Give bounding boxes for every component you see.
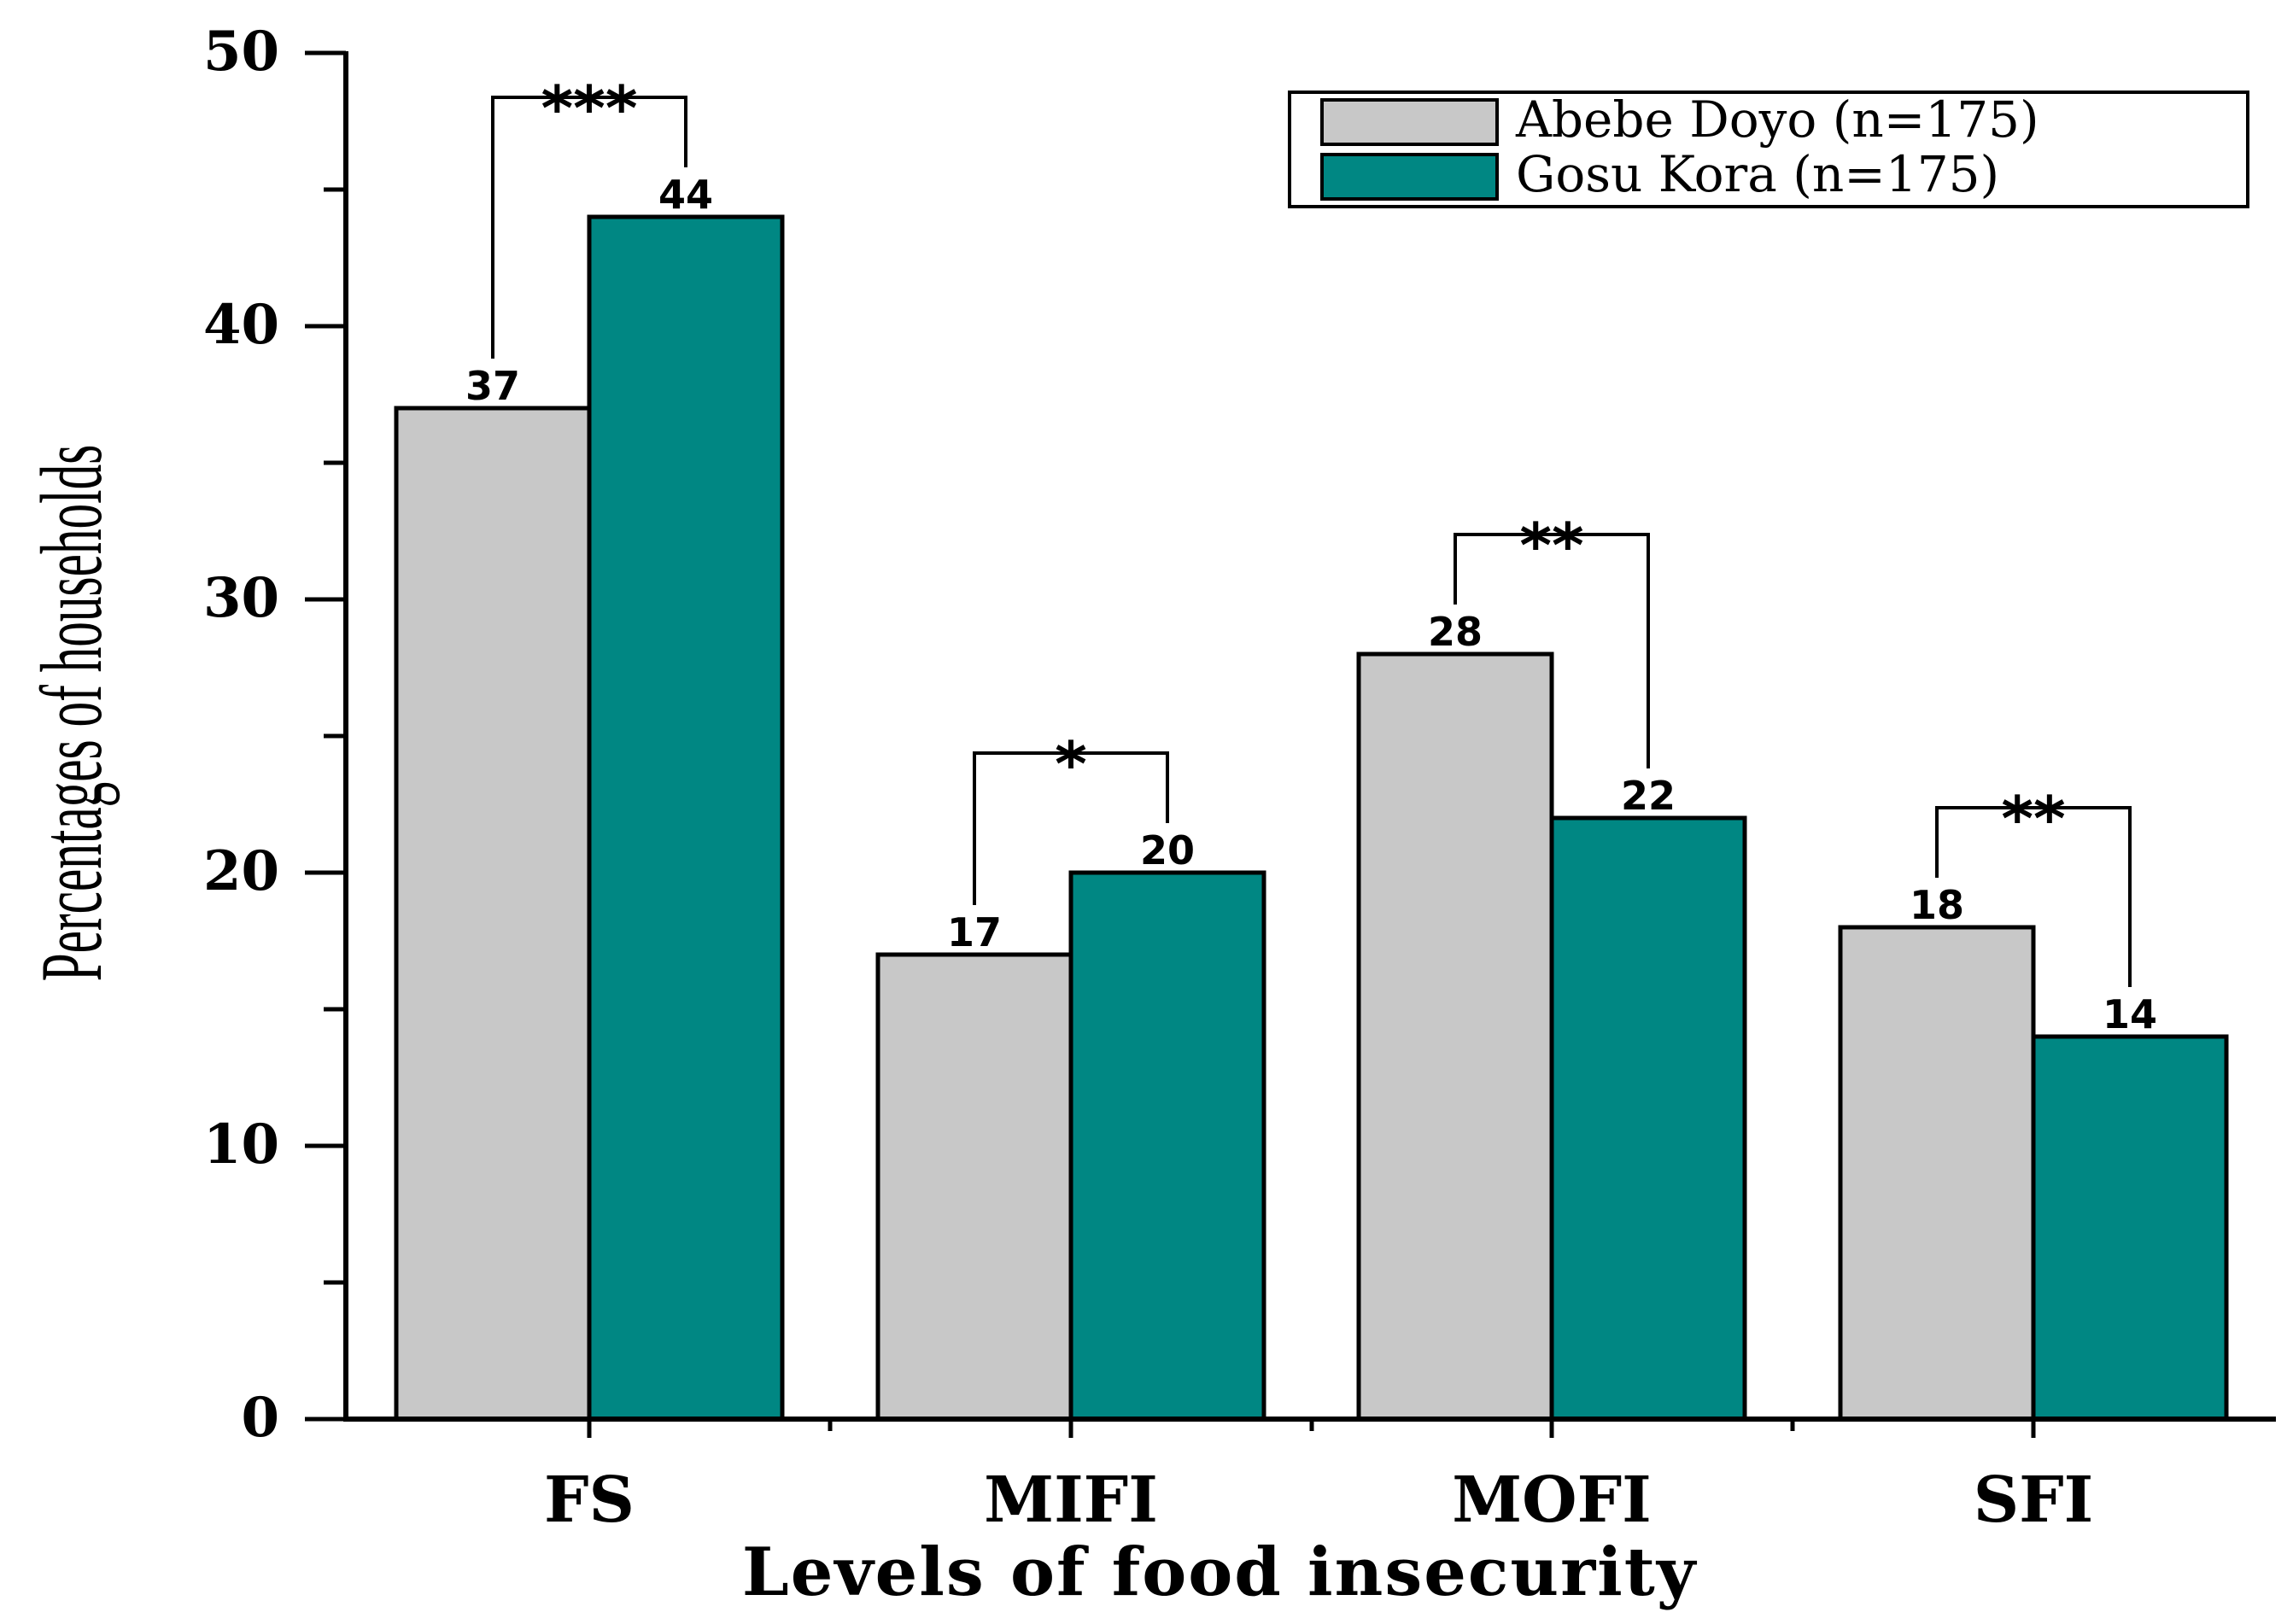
x-tick-label-mofi: MOFI <box>1452 1463 1652 1537</box>
bar-fs-series-2 <box>587 214 785 1422</box>
bar-sfi-series-2 <box>2031 1034 2229 1422</box>
bar-mofi-series-1 <box>1356 651 1554 1422</box>
bars-layer <box>394 214 2229 1422</box>
y-tick-label: 10 <box>203 1113 279 1177</box>
bar-fs-series-1 <box>394 406 592 1422</box>
significance-marker-sfi: ** <box>2001 783 2065 855</box>
x-tick-label-mifi: MIFI <box>984 1463 1158 1537</box>
legend-swatch-series-2 <box>1320 153 1499 201</box>
x-axis-title: Levels of food insecurity <box>742 1533 1698 1611</box>
data-label-fs-series-2: 44 <box>658 172 713 218</box>
significance-marker-mofi: ** <box>1519 510 1583 581</box>
significance-bracket-fs <box>491 96 687 359</box>
y-axis-title: Percentages of households <box>23 445 120 982</box>
bar-mofi-series-2 <box>1549 815 1747 1422</box>
significance-marker-mifi: * <box>1055 728 1087 800</box>
significance-bracket-mifi <box>973 751 1169 905</box>
data-label-mifi-series-1: 17 <box>947 909 1002 955</box>
significance-bracket-sfi <box>1935 806 2132 987</box>
data-label-mofi-series-2: 22 <box>1621 773 1676 819</box>
data-label-mofi-series-1: 28 <box>1428 609 1483 655</box>
significance-marker-fs: *** <box>541 73 638 144</box>
y-tick-label: 0 <box>241 1386 279 1450</box>
axes-layer: 0 10 20 30 40 50 FS MIFI MOFI SFI Levels of food i… <box>23 20 2276 1611</box>
y-tick-label: 20 <box>203 839 279 903</box>
legend-swatch-series-1 <box>1320 98 1499 146</box>
bar-mifi-series-2 <box>1068 870 1266 1422</box>
x-tick-label-sfi: SFI <box>1974 1463 2094 1537</box>
x-tick-label-fs: FS <box>544 1463 635 1537</box>
y-tick-label: 30 <box>203 566 279 630</box>
y-tick-label: 50 <box>203 20 279 84</box>
legend: Abebe Doyo (n=175)Gosu Kora (n=175) <box>1288 91 2249 208</box>
data-label-sfi-series-2: 14 <box>2103 991 2157 1037</box>
significance-bracket-mofi <box>1454 533 1650 768</box>
data-label-mifi-series-2: 20 <box>1140 827 1195 873</box>
data-label-fs-series-1: 37 <box>465 363 520 409</box>
y-tick-label: 40 <box>203 293 279 357</box>
legend-label-series-1: Abebe Doyo (n=175) <box>1515 91 2039 149</box>
data-label-sfi-series-1: 18 <box>1910 882 1964 928</box>
bar-mifi-series-1 <box>875 952 1073 1422</box>
bar-sfi-series-1 <box>1838 925 2036 1422</box>
legend-label-series-2: Gosu Kora (n=175) <box>1516 145 1999 203</box>
